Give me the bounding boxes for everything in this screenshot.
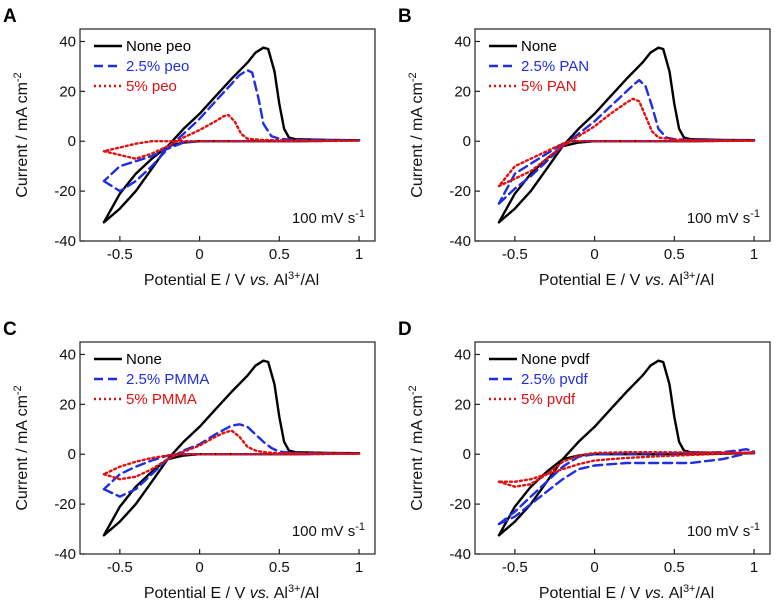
- scan-rate-annotation: 100 mV s-1: [292, 208, 365, 227]
- legend-entry: 5% PMMA: [126, 391, 197, 408]
- y-axis-label: Current / mA cm-2: [12, 72, 31, 197]
- series-group: [102, 46, 361, 224]
- x-tick-label: -0.5: [107, 559, 133, 576]
- y-tick-label: -20: [449, 496, 471, 513]
- y-tick-label: -20: [449, 183, 471, 200]
- x-tick-label: -0.5: [107, 246, 133, 263]
- legend: None 2.5% PMMA 5% PMMA: [94, 351, 209, 408]
- legend-entry: 2.5% PAN: [521, 58, 589, 75]
- series-line: [497, 451, 756, 488]
- legend-entry: None: [126, 351, 162, 368]
- scan-rate-annotation: 100 mV s-1: [687, 521, 760, 540]
- x-axis-label: Potential E / V vs. Al3+/Al: [144, 583, 319, 602]
- x-axis-label: Potential E / V vs. Al3+/Al: [539, 583, 714, 602]
- legend-entry: 2.5% PMMA: [126, 371, 209, 388]
- plot-frame: [474, 341, 771, 555]
- y-tick-label: 20: [59, 396, 76, 413]
- series-line: [497, 448, 756, 526]
- panel-d: D -40 -20 0 20 40 -0.5 0 0.5 1 Potential E / V vs.…: [398, 319, 771, 602]
- x-tick-label: 0: [590, 559, 598, 576]
- panel-b: B -40 -20 0 20 40 -0.5 0 0.5 1 Potential E / V vs.…: [398, 6, 771, 289]
- y-tick-label: 40: [59, 346, 76, 363]
- y-axis-label: Current / mA cm-2: [407, 72, 426, 197]
- legend: None 2.5% PAN 5% PAN: [489, 38, 589, 95]
- legend-entry: 2.5% pvdf: [521, 371, 589, 388]
- legend-entry: 5% PAN: [521, 78, 577, 95]
- x-tick-label: 1: [355, 559, 363, 576]
- x-tick-label: -0.5: [502, 559, 528, 576]
- x-tick-label: 1: [355, 246, 363, 263]
- y-tick-label: 20: [454, 396, 471, 413]
- x-tick-label: 0.5: [269, 246, 290, 263]
- x-tick-label: -0.5: [502, 246, 528, 263]
- x-tick-label: 0: [195, 246, 203, 263]
- x-tick-label: 1: [750, 559, 758, 576]
- y-tick-label: -40: [54, 546, 76, 563]
- y-tick-label: 40: [59, 33, 76, 50]
- legend: None pvdf 2.5% pvdf 5% pvdf: [489, 351, 590, 408]
- series-group: [497, 359, 756, 537]
- plot-frame: [79, 341, 376, 555]
- legend-entry: None: [521, 38, 557, 55]
- plot-frame: [79, 28, 376, 242]
- y-tick-label: 0: [463, 446, 471, 463]
- y-tick-label: 20: [454, 83, 471, 100]
- legend: None peo 2.5% peo 5% peo: [94, 38, 191, 95]
- scan-rate-annotation: 100 mV s-1: [687, 208, 760, 227]
- legend-entry: 2.5% peo: [126, 58, 189, 75]
- x-tick-label: 0.5: [664, 559, 685, 576]
- panel-a: A -40 -20 0 20 40 -0.5 0 0.5 1 Potential E / V vs.…: [3, 6, 376, 289]
- x-axis-label: Potential E / V vs. Al3+/Al: [539, 270, 714, 289]
- y-tick-label: 40: [454, 33, 471, 50]
- x-tick-label: 0.5: [664, 246, 685, 263]
- panel-c: C -40 -20 0 20 40 -0.5 0 0.5 1 Potential E / V vs.…: [3, 319, 376, 602]
- panel-label: C: [3, 319, 17, 340]
- y-tick-label: 20: [59, 83, 76, 100]
- x-tick-label: 0: [590, 246, 598, 263]
- series-line: [497, 97, 756, 188]
- series-line: [102, 113, 361, 160]
- panel-label: D: [398, 319, 412, 340]
- x-axis-label: Potential E / V vs. Al3+/Al: [144, 270, 319, 289]
- y-tick-label: 0: [463, 133, 471, 150]
- y-tick-label: -20: [54, 183, 76, 200]
- y-tick-label: -20: [54, 496, 76, 513]
- y-tick-label: -40: [449, 546, 471, 563]
- panel-label: B: [398, 6, 412, 27]
- y-tick-label: -40: [449, 233, 471, 250]
- y-tick-label: 0: [68, 446, 76, 463]
- y-axis-label: Current / mA cm-2: [407, 385, 426, 510]
- legend-entry: 5% peo: [126, 78, 177, 95]
- panel-label: A: [3, 6, 17, 27]
- x-tick-label: 1: [750, 246, 758, 263]
- plot-frame: [474, 28, 771, 242]
- x-tick-label: 0.5: [269, 559, 290, 576]
- scan-rate-annotation: 100 mV s-1: [292, 521, 365, 540]
- x-tick-label: 0: [195, 559, 203, 576]
- legend-entry: None pvdf: [521, 351, 590, 368]
- y-tick-label: 40: [454, 346, 471, 363]
- series-group: [497, 46, 756, 224]
- series-line: [102, 429, 361, 481]
- y-tick-label: 0: [68, 133, 76, 150]
- y-tick-label: -40: [54, 233, 76, 250]
- series-group: [102, 359, 361, 537]
- legend-entry: 5% pvdf: [521, 391, 576, 408]
- legend-entry: None peo: [126, 38, 191, 55]
- y-axis-label: Current / mA cm-2: [12, 385, 31, 510]
